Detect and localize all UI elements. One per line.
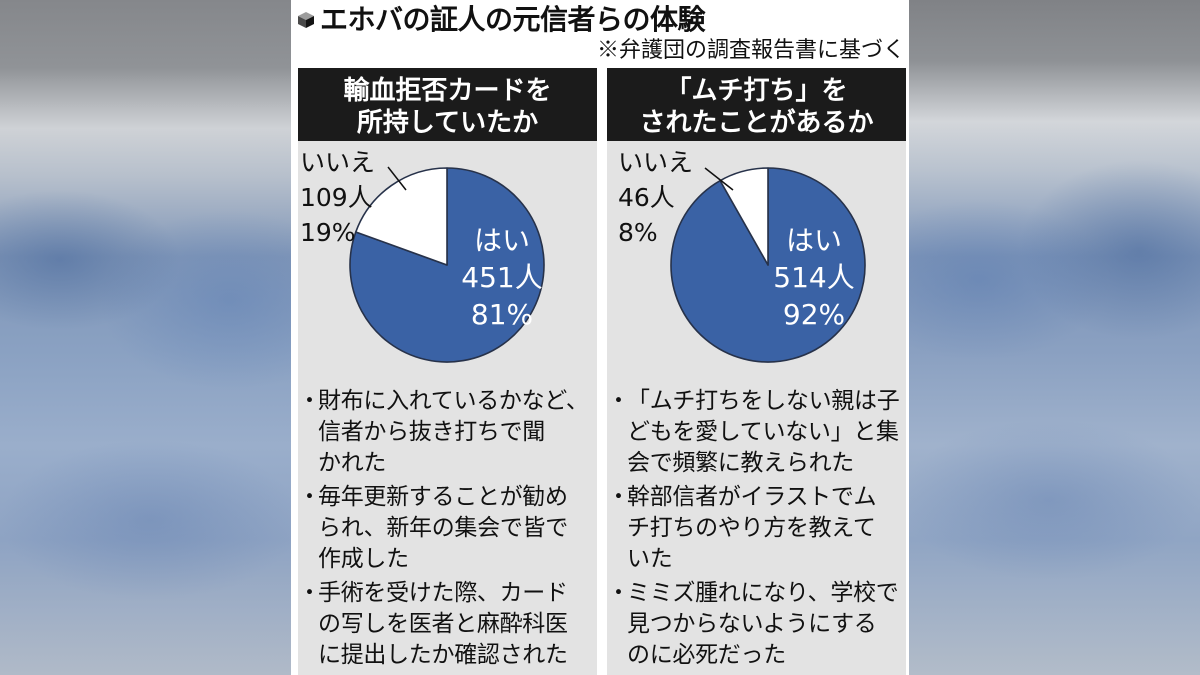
bullet-item: ・手術を受けた際、カード の写しを医者と麻酔科医 に提出したか確認された bbox=[298, 578, 597, 671]
bullet-text-line: ミミズ腫れになり、学校で bbox=[627, 580, 899, 606]
bullet-item: ・財布に入れているかなど、 信者から抜き打ちで聞 かれた bbox=[298, 386, 597, 479]
bullet-text-line: 毎年更新することが勧め bbox=[318, 484, 568, 510]
blurred-background-left bbox=[0, 0, 291, 675]
leader-line bbox=[704, 167, 734, 191]
bullet-text-line: 会で頻繁に教えられた bbox=[627, 450, 855, 476]
slice-percent: 19% bbox=[300, 218, 356, 247]
page-title: エホバの証人の元信者らの体験 bbox=[320, 3, 706, 36]
bullet-text-line: どもを愛していない」と集 bbox=[627, 419, 899, 445]
pie-slice-no bbox=[355, 167, 448, 266]
bullet-marker: ・ bbox=[607, 484, 630, 510]
slice-percent: 92% bbox=[782, 298, 846, 331]
slice-label-text: いいえ bbox=[618, 148, 694, 177]
slice-count: 514人 bbox=[773, 261, 855, 294]
bullet-marker: ・ bbox=[298, 484, 321, 510]
pie-chart bbox=[349, 166, 545, 363]
slice-label-text: いいえ bbox=[300, 148, 376, 177]
bullet-text-line: いた bbox=[627, 546, 673, 572]
bullet-marker: ・ bbox=[607, 580, 630, 606]
slice-label-text: はい bbox=[473, 224, 530, 257]
bullet-text-line: に提出したか確認された bbox=[318, 642, 568, 668]
pie-chart-area: いいえ 109人 19% はい 451人 81% bbox=[298, 141, 597, 386]
bullet-text-line: 「ムチ打ちをしない親は子 bbox=[627, 388, 900, 414]
bullet-text-line: 信者から抜き打ちで聞 bbox=[318, 419, 546, 445]
slice-percent: 81% bbox=[470, 298, 534, 331]
leader-line bbox=[387, 166, 407, 191]
infographic-panel: エホバの証人の元信者らの体験 ※弁護団の調査報告書に基づく 輸血拒否カードを 所… bbox=[291, 0, 909, 675]
slice-count: 109人 bbox=[300, 183, 373, 212]
column-whipping-experience: 「ムチ打ち」を されたことがあるか いいえ 46人 8% はい 514人 92%… bbox=[607, 68, 906, 675]
slice-label-yes: はい 451人 81% bbox=[447, 222, 557, 333]
bullet-marker: ・ bbox=[298, 388, 321, 414]
source-note: ※弁護団の調査報告書に基づく bbox=[596, 38, 905, 63]
slice-label-yes: はい 514人 92% bbox=[759, 222, 869, 333]
cube-icon-right-face bbox=[306, 16, 314, 28]
slice-label-text: はい bbox=[785, 224, 842, 257]
column-header: 「ムチ打ち」を されたことがあるか bbox=[607, 68, 906, 141]
bullet-text-line: の写しを医者と麻酔科医 bbox=[318, 611, 568, 637]
pie-chart bbox=[670, 167, 866, 363]
slice-percent: 8% bbox=[618, 218, 658, 247]
bullet-text-line: 幹部信者がイラストでム bbox=[627, 484, 877, 510]
bullet-text-line: 見つからないようにする bbox=[627, 611, 877, 637]
title-row: エホバの証人の元信者らの体験 bbox=[297, 3, 706, 37]
cube-icon-left-face bbox=[298, 16, 306, 28]
pie-slice-yes bbox=[349, 167, 545, 363]
bullet-marker: ・ bbox=[298, 580, 321, 606]
cube-icon-graphic bbox=[298, 12, 314, 28]
slice-label-no: いいえ 46人 8% bbox=[618, 145, 693, 250]
slice-label-no: いいえ 109人 19% bbox=[300, 145, 375, 250]
bullet-text-line: チ打ちのやり方を教えて bbox=[627, 515, 876, 541]
bullet-text-line: 手術を受けた際、カード bbox=[318, 580, 568, 606]
bullet-text-line: かれた bbox=[318, 450, 387, 476]
column-transfusion-refusal-card: 輸血拒否カードを 所持していたか いいえ 109人 19% はい 451人 81… bbox=[298, 68, 597, 675]
cube-icon bbox=[297, 11, 315, 29]
bullet-text-line: 作成した bbox=[318, 546, 409, 572]
bullet-marker: ・ bbox=[607, 388, 630, 414]
bullet-item: ・毎年更新することが勧め られ、新年の集会で皆で 作成した bbox=[298, 482, 597, 575]
column-header: 輸血拒否カードを 所持していたか bbox=[298, 68, 597, 141]
slice-count: 451人 bbox=[461, 261, 543, 294]
bullet-item: ・「ムチ打ちをしない親は子 どもを愛していない」と集 会で頻繁に教えられた bbox=[607, 386, 906, 479]
blurred-background-right bbox=[909, 0, 1200, 675]
slice-count: 46人 bbox=[618, 183, 675, 212]
bullet-item: ・ミミズ腫れになり、学校で 見つからないようにする のに必死だった bbox=[607, 578, 906, 671]
pie-chart-area: いいえ 46人 8% はい 514人 92% bbox=[607, 141, 906, 386]
bullet-text-line: 財布に入れているかなど、 bbox=[318, 388, 589, 414]
bullet-list: ・財布に入れているかなど、 信者から抜き打ちで聞 かれた・毎年更新することが勧め られ… bbox=[298, 386, 597, 674]
bullet-item: ・幹部信者がイラストでム チ打ちのやり方を教えて いた bbox=[607, 482, 906, 575]
bullet-text-line: のに必死だった bbox=[627, 642, 786, 668]
bullet-list: ・「ムチ打ちをしない親は子 どもを愛していない」と集 会で頻繁に教えられた・幹部信者… bbox=[607, 386, 906, 674]
bullet-text-line: られ、新年の集会で皆で bbox=[318, 515, 568, 541]
